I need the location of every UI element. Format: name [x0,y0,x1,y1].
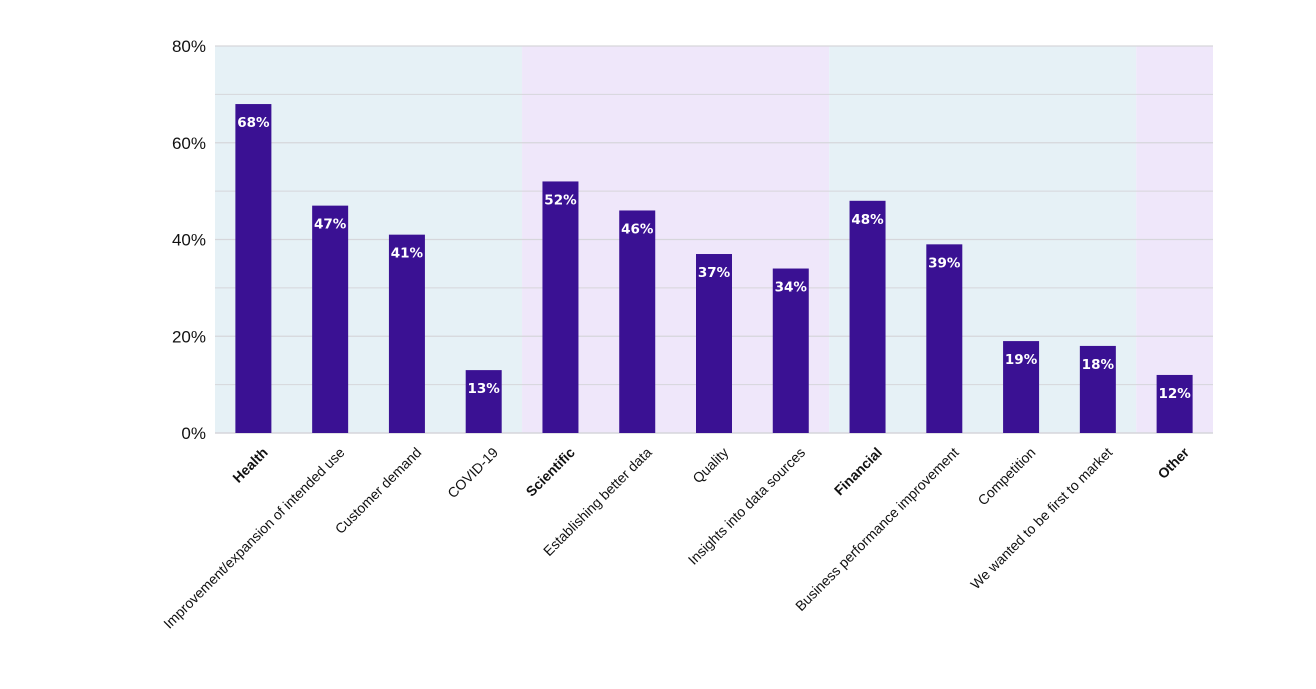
bar-value-label: 39% [928,255,961,271]
x-group-header-label: Other [1154,444,1192,482]
bar-value-label: 37% [698,265,731,281]
bar-health [235,104,272,434]
bar-value-label: 18% [1082,357,1115,373]
bar-value-label: 48% [851,212,884,228]
bar-quality [696,254,732,433]
bar-establishing-better-data [619,210,656,433]
y-tick-label: 20% [172,327,206,346]
x-group-header-label: Health [229,444,271,486]
x-tick-label: We wanted to be first to market [967,444,1115,592]
bar-value-label: 47% [314,217,347,233]
bar-improvement-expansion-of-intended-use [312,205,349,433]
x-tick-label: Customer demand [332,444,425,537]
bar-value-label: 52% [544,192,577,208]
y-tick-label: 60% [172,134,206,153]
bar-other [1156,374,1193,433]
y-tick-label: 0% [181,424,206,443]
bar-value-label: 41% [391,246,424,262]
bars [235,104,1193,434]
bar-financial [849,200,886,433]
bar-scientific [542,181,579,433]
bar-competition [1003,341,1040,433]
y-tick-label: 40% [172,231,206,250]
x-group-header-label: Financial [831,444,885,498]
x-tick-label: Quality [689,444,731,486]
bar-value-labels: 68% 47% 41% 13% 52% 46% 37% 34% 48% 39% 19% 18% 12% [237,115,1191,402]
bar-customer-demand [388,234,425,433]
x-tick-label: COVID-19 [444,444,501,501]
bar-value-label: 46% [621,221,654,237]
y-axis: 0% 20% 40% 60% 80% [172,37,206,443]
bar-value-label: 68% [237,115,270,131]
bar-we-wanted-to-be-first-to-market [1079,345,1116,433]
x-tick-label: Business performance improvement [792,444,962,614]
bar-business-performance-improvement [926,244,963,433]
bar-value-label: 34% [775,280,808,296]
y-tick-label: 80% [172,37,206,56]
bar-value-label: 12% [1158,386,1191,402]
bar-covid-19 [465,370,502,433]
bar-value-label: 13% [468,381,501,397]
bar-insights-into-data-sources [772,268,809,433]
x-group-header-label: Scientific [523,444,578,499]
bar-value-label: 19% [1005,352,1038,368]
x-tick-label: Competition [974,444,1038,508]
